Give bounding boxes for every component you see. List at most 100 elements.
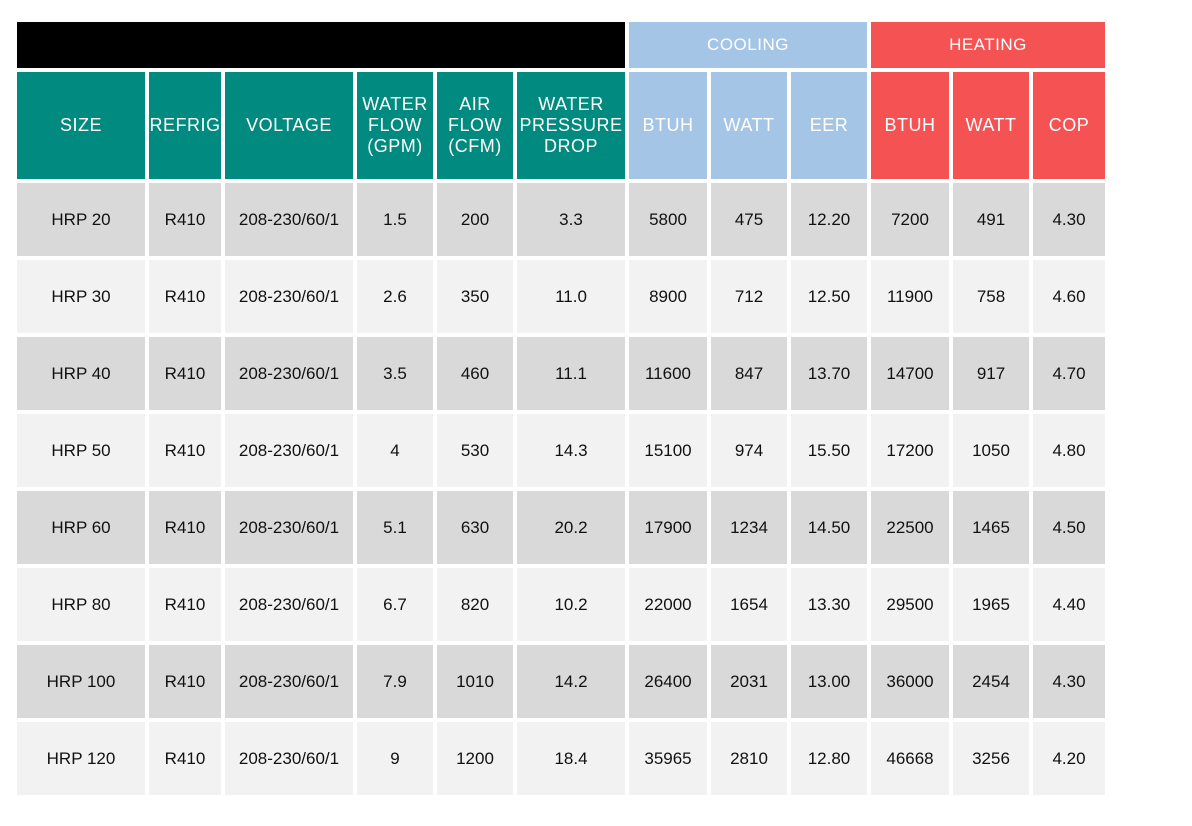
cell-cool-watt: 2031: [711, 645, 787, 718]
cell-heat-watt: 491: [953, 183, 1029, 256]
spec-table: COOLING HEATING SIZE REFRIG VOLTAGE WATER F…: [13, 18, 1109, 799]
cell-heat-btuh: 17200: [871, 414, 949, 487]
table-row: HRP 40 R410 208-230/60/1 3.5 460 11.1 11600 847…: [17, 337, 1105, 410]
cell-cop: 4.30: [1033, 645, 1105, 718]
cell-voltage: 208-230/60/1: [225, 183, 353, 256]
cell-heat-watt: 1965: [953, 568, 1029, 641]
cell-water-pressure-drop: 14.2: [517, 645, 625, 718]
table-row: HRP 30 R410 208-230/60/1 2.6 350 11.0 8900 712 1…: [17, 260, 1105, 333]
cell-water-flow: 9: [357, 722, 433, 795]
cell-water-pressure-drop: 11.0: [517, 260, 625, 333]
cell-water-pressure-drop: 20.2: [517, 491, 625, 564]
column-header-eer: EER: [791, 72, 867, 179]
cell-heat-watt: 2454: [953, 645, 1029, 718]
table-row: HRP 60 R410 208-230/60/1 5.1 630 20.2 17900 123…: [17, 491, 1105, 564]
cell-size: HRP 60: [17, 491, 145, 564]
cell-water-flow: 7.9: [357, 645, 433, 718]
cell-heat-watt: 1050: [953, 414, 1029, 487]
cell-voltage: 208-230/60/1: [225, 414, 353, 487]
column-header-heat-btuh: BTUH: [871, 72, 949, 179]
cell-size: HRP 20: [17, 183, 145, 256]
cell-eer: 13.00: [791, 645, 867, 718]
cell-cool-watt: 974: [711, 414, 787, 487]
cell-size: HRP 30: [17, 260, 145, 333]
cell-water-pressure-drop: 18.4: [517, 722, 625, 795]
cell-refrig: R410: [149, 414, 221, 487]
cell-refrig: R410: [149, 568, 221, 641]
cell-heat-watt: 1465: [953, 491, 1029, 564]
column-header-cop: COP: [1033, 72, 1105, 179]
cell-eer: 13.70: [791, 337, 867, 410]
cell-refrig: R410: [149, 722, 221, 795]
cell-cool-watt: 2810: [711, 722, 787, 795]
cell-size: HRP 80: [17, 568, 145, 641]
cell-size: HRP 100: [17, 645, 145, 718]
cell-water-flow: 4: [357, 414, 433, 487]
cell-cool-watt: 1234: [711, 491, 787, 564]
cell-heat-watt: 3256: [953, 722, 1029, 795]
cell-heat-btuh: 36000: [871, 645, 949, 718]
cell-heat-btuh: 22500: [871, 491, 949, 564]
cell-air-flow: 630: [437, 491, 513, 564]
title-bar: [17, 22, 625, 68]
cell-size: HRP 50: [17, 414, 145, 487]
cell-eer: 13.30: [791, 568, 867, 641]
cell-refrig: R410: [149, 645, 221, 718]
cell-cool-btuh: 17900: [629, 491, 707, 564]
cell-refrig: R410: [149, 337, 221, 410]
cell-voltage: 208-230/60/1: [225, 337, 353, 410]
cell-cop: 4.80: [1033, 414, 1105, 487]
cell-cop: 4.40: [1033, 568, 1105, 641]
table-row: HRP 50 R410 208-230/60/1 4 530 14.3 15100 974 15…: [17, 414, 1105, 487]
cell-heat-watt: 758: [953, 260, 1029, 333]
column-header-refrig: REFRIG: [149, 72, 221, 179]
cell-air-flow: 350: [437, 260, 513, 333]
cell-cool-watt: 847: [711, 337, 787, 410]
cell-cop: 4.50: [1033, 491, 1105, 564]
cell-air-flow: 200: [437, 183, 513, 256]
cell-voltage: 208-230/60/1: [225, 722, 353, 795]
band-row: COOLING HEATING: [17, 22, 1105, 68]
column-header-heat-watt: WATT: [953, 72, 1029, 179]
cell-heat-btuh: 7200: [871, 183, 949, 256]
cell-size: HRP 120: [17, 722, 145, 795]
table-row: HRP 100 R410 208-230/60/1 7.9 1010 14.2 26400 2…: [17, 645, 1105, 718]
cell-refrig: R410: [149, 491, 221, 564]
cell-water-pressure-drop: 3.3: [517, 183, 625, 256]
cell-heat-btuh: 46668: [871, 722, 949, 795]
cell-cool-watt: 1654: [711, 568, 787, 641]
cell-air-flow: 820: [437, 568, 513, 641]
table-body: HRP 20 R410 208-230/60/1 1.5 200 3.3 5800 475 12…: [17, 183, 1105, 795]
column-header-air-flow: AIR FLOW (CFM): [437, 72, 513, 179]
cell-heat-btuh: 14700: [871, 337, 949, 410]
cell-air-flow: 530: [437, 414, 513, 487]
cell-water-flow: 5.1: [357, 491, 433, 564]
cell-cool-watt: 712: [711, 260, 787, 333]
column-header-cool-watt: WATT: [711, 72, 787, 179]
cell-air-flow: 460: [437, 337, 513, 410]
column-header-size: SIZE: [17, 72, 145, 179]
cell-water-flow: 6.7: [357, 568, 433, 641]
column-header-water-pressure-drop: WATER PRESSURE DROP: [517, 72, 625, 179]
cell-heat-btuh: 11900: [871, 260, 949, 333]
cell-cool-watt: 475: [711, 183, 787, 256]
cell-voltage: 208-230/60/1: [225, 260, 353, 333]
cell-voltage: 208-230/60/1: [225, 568, 353, 641]
table-row: HRP 20 R410 208-230/60/1 1.5 200 3.3 5800 475 12…: [17, 183, 1105, 256]
cell-cool-btuh: 5800: [629, 183, 707, 256]
cell-water-flow: 3.5: [357, 337, 433, 410]
cell-voltage: 208-230/60/1: [225, 491, 353, 564]
cell-cop: 4.20: [1033, 722, 1105, 795]
cell-cop: 4.30: [1033, 183, 1105, 256]
cell-voltage: 208-230/60/1: [225, 645, 353, 718]
cell-cool-btuh: 22000: [629, 568, 707, 641]
cell-cool-btuh: 11600: [629, 337, 707, 410]
cell-eer: 15.50: [791, 414, 867, 487]
cell-cool-btuh: 15100: [629, 414, 707, 487]
cell-air-flow: 1010: [437, 645, 513, 718]
cell-water-flow: 1.5: [357, 183, 433, 256]
cell-refrig: R410: [149, 260, 221, 333]
cell-heat-watt: 917: [953, 337, 1029, 410]
cell-air-flow: 1200: [437, 722, 513, 795]
cell-size: HRP 40: [17, 337, 145, 410]
